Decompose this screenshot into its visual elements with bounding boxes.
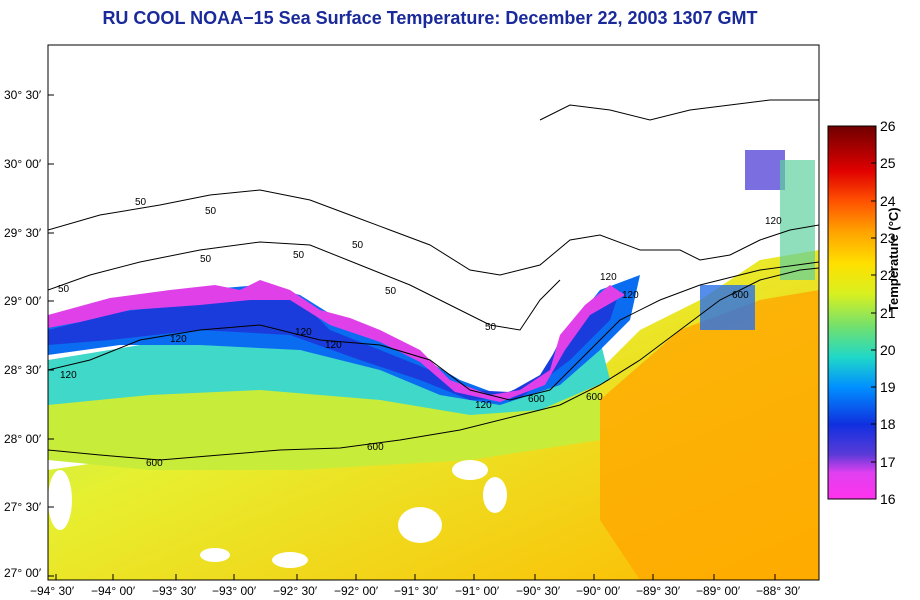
colorbar-tick-label: 16 bbox=[880, 491, 896, 507]
colorbar-ticks bbox=[871, 125, 876, 500]
contour-label: 50 bbox=[58, 284, 70, 295]
colorbar bbox=[827, 125, 877, 500]
contour-label: 600 bbox=[528, 394, 545, 405]
contour-label: 50 bbox=[205, 206, 217, 217]
lat-tick-label: 28° 30′ bbox=[4, 363, 42, 377]
lon-tick-label: −94° 30′ bbox=[30, 584, 75, 598]
contour-label: 600 bbox=[732, 290, 749, 301]
colorbar-tick-label: 26 bbox=[880, 118, 896, 134]
lat-tick-label: 30° 30′ bbox=[4, 88, 42, 102]
lon-tick-label: −90° 30′ bbox=[516, 584, 561, 598]
colorbar-tick-label: 24 bbox=[880, 193, 896, 209]
map-frame bbox=[47, 44, 820, 581]
contour-label: 120 bbox=[170, 334, 187, 345]
contour-label: 120 bbox=[765, 216, 782, 227]
lat-tick-label: 27° 30′ bbox=[4, 500, 42, 514]
lon-tick-label: −94° 00′ bbox=[91, 584, 136, 598]
contour-label: 50 bbox=[352, 240, 364, 251]
lon-tick-label: −92° 30′ bbox=[273, 584, 318, 598]
lon-tick-label: −90° 00′ bbox=[576, 584, 621, 598]
contour-label: 50 bbox=[485, 322, 497, 333]
lon-tick-label: −93° 30′ bbox=[152, 584, 197, 598]
sst-field bbox=[48, 45, 819, 580]
lon-tick-label: −92° 00′ bbox=[334, 584, 379, 598]
contour-label: 50 bbox=[200, 254, 212, 265]
lon-tick-label: −93° 00′ bbox=[212, 584, 257, 598]
contour-label: 120 bbox=[325, 340, 342, 351]
lon-tick-label: −89° 30′ bbox=[636, 584, 681, 598]
contour-label: 120 bbox=[600, 272, 617, 283]
lon-tick-label: −88° 30′ bbox=[756, 584, 801, 598]
colorbar-tick-label: 25 bbox=[880, 155, 896, 171]
colorbar-tick-label: 17 bbox=[880, 454, 896, 470]
colorbar-tick-label: 20 bbox=[880, 342, 896, 358]
colorbar-tick-label: 19 bbox=[880, 379, 896, 395]
lat-tick-label: 27° 00′ bbox=[4, 566, 42, 580]
contour-label: 120 bbox=[475, 400, 492, 411]
lat-tick-label: 30° 00′ bbox=[4, 157, 42, 171]
contour-label: 600 bbox=[146, 458, 163, 469]
contour-label: 120 bbox=[622, 290, 639, 301]
colorbar-tick-label: 21 bbox=[880, 305, 896, 321]
contour-label: 50 bbox=[293, 250, 305, 261]
contour-label: 600 bbox=[367, 442, 384, 453]
axis-ticks bbox=[48, 94, 776, 580]
contour-label: 120 bbox=[60, 370, 77, 381]
lon-tick-label: −91° 30′ bbox=[394, 584, 439, 598]
contour-labels: 50 50 50 50 50 50 50 50 120 120 120 120 … bbox=[58, 197, 782, 469]
colorbar-tick-label: 22 bbox=[880, 267, 896, 283]
contour-label: 120 bbox=[295, 327, 312, 338]
contour-label: 50 bbox=[135, 197, 147, 208]
colorbar-tick-label: 18 bbox=[880, 416, 896, 432]
contour-label: 600 bbox=[586, 392, 603, 403]
colorbar-tick-label: 23 bbox=[880, 230, 896, 246]
colorbar-title: Temperature (°C) bbox=[886, 207, 901, 312]
lat-tick-label: 28° 00′ bbox=[4, 432, 42, 446]
lon-tick-label: −89° 00′ bbox=[696, 584, 741, 598]
map-title: RU COOL NOAA−15 Sea Surface Temperature:… bbox=[102, 8, 758, 28]
contour-label: 50 bbox=[385, 286, 397, 297]
lat-tick-label: 29° 00′ bbox=[4, 294, 42, 308]
lon-tick-label: −91° 00′ bbox=[455, 584, 500, 598]
lat-tick-label: 29° 30′ bbox=[4, 226, 42, 240]
